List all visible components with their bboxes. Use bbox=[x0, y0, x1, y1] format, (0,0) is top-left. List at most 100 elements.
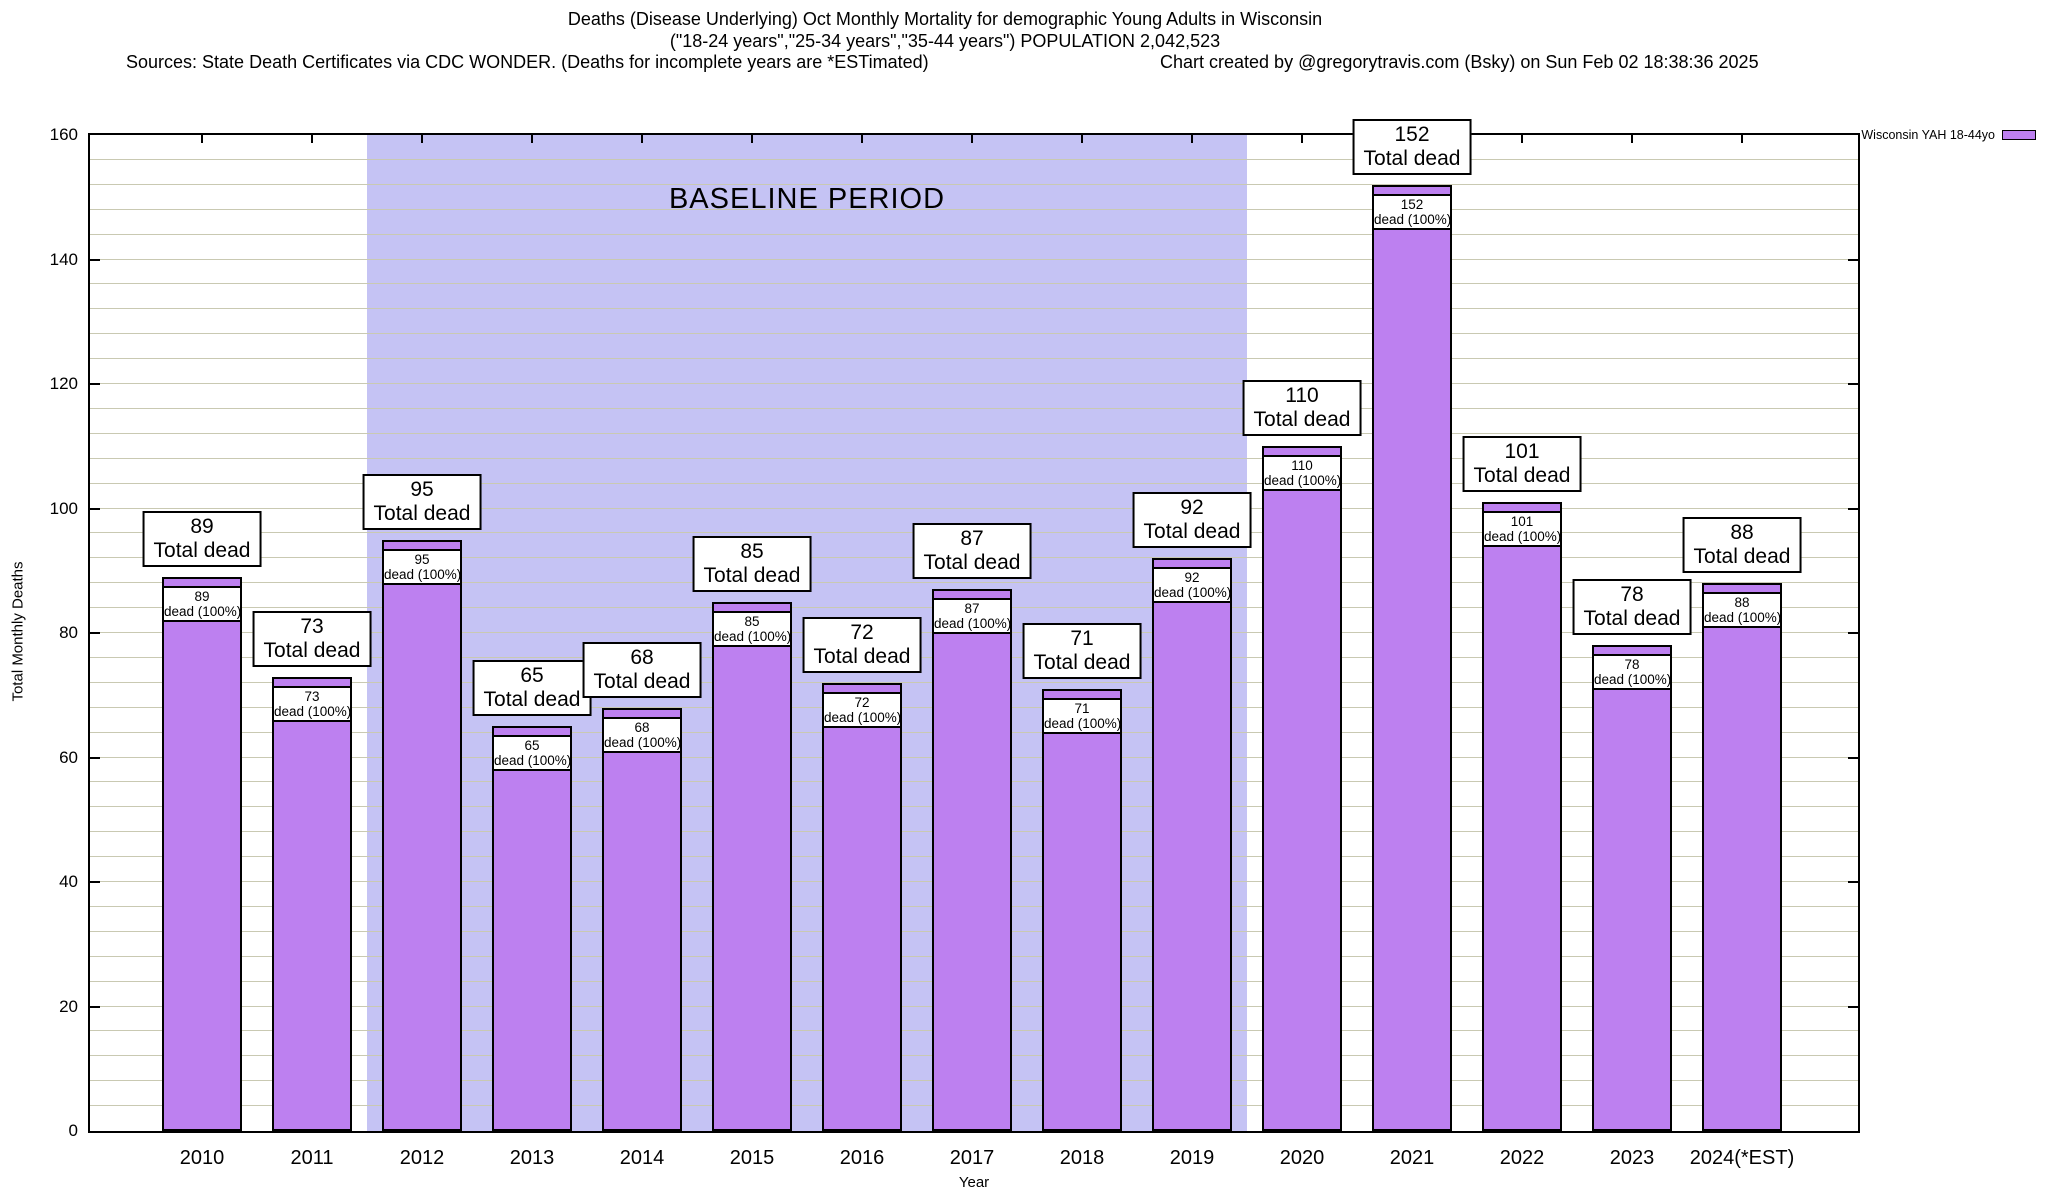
y-tick-label-40: 40 bbox=[59, 872, 78, 891]
x-tick bbox=[1081, 135, 1083, 143]
x-tick-label-2023: 2023 bbox=[1609, 1147, 1655, 1169]
bar-total-label: 78 Total dead bbox=[1572, 579, 1692, 635]
bar-2017: 87 dead (100%) bbox=[932, 589, 1012, 1131]
bar-2015: 85 dead (100%) bbox=[712, 602, 792, 1131]
gridline bbox=[90, 183, 1858, 185]
bar-2019: 92 dead (100%) bbox=[1152, 558, 1232, 1131]
bar-inner-label: 85 dead (100%) bbox=[712, 611, 792, 647]
bar-inner-value: 87 bbox=[964, 601, 980, 616]
bar-2014: 68 dead (100%) bbox=[602, 708, 682, 1131]
bar-inner-label: 72 dead (100%) bbox=[822, 692, 902, 728]
bar-total-label: 65 Total dead bbox=[472, 660, 592, 716]
bar-total-label: 101 Total dead bbox=[1462, 436, 1582, 492]
gridline bbox=[90, 308, 1858, 310]
bar-inner-value: 92 bbox=[1184, 570, 1200, 585]
bar-inner-value: 73 bbox=[304, 689, 320, 704]
bar-inner-label: 101 dead (100%) bbox=[1482, 511, 1562, 547]
x-tick bbox=[861, 135, 863, 143]
x-tick bbox=[311, 135, 313, 143]
bar-total-caption: Total dead bbox=[1693, 545, 1791, 568]
bar-total-value: 92 bbox=[1180, 496, 1204, 519]
y-tick-label-120: 120 bbox=[49, 374, 78, 393]
gridline bbox=[90, 208, 1858, 210]
bar-inner-label: 88 dead (100%) bbox=[1702, 592, 1782, 628]
bar-inner-label: 65 dead (100%) bbox=[492, 735, 572, 771]
x-tick-label-2010: 2010 bbox=[179, 1147, 225, 1169]
bar-total-value: 152 bbox=[1394, 123, 1430, 146]
x-tick-label-2024(*EST): 2024(*EST) bbox=[1689, 1147, 1795, 1169]
y-tick-label-60: 60 bbox=[59, 747, 78, 767]
bar-2013: 65 dead (100%) bbox=[492, 726, 572, 1131]
baseline-label: BASELINE PERIOD bbox=[668, 183, 946, 215]
bar-total-label: 95 Total dead bbox=[362, 474, 482, 530]
bar-total-caption: Total dead bbox=[593, 670, 691, 693]
x-tick bbox=[1191, 135, 1193, 143]
y-tick bbox=[1848, 1005, 1858, 1008]
bar-total-value: 68 bbox=[630, 646, 654, 669]
x-tick-label-2021: 2021 bbox=[1389, 1147, 1435, 1169]
x-tick-label-2014: 2014 bbox=[619, 1147, 665, 1169]
bar-inner-value: 68 bbox=[634, 720, 650, 735]
bar-total-caption: Total dead bbox=[1033, 651, 1131, 674]
bar-2012: 95 dead (100%) bbox=[382, 540, 462, 1131]
bar-total-caption: Total dead bbox=[263, 639, 361, 662]
bar-total-caption: Total dead bbox=[153, 539, 251, 562]
bar-inner-caption: dead (100%) bbox=[1044, 716, 1122, 731]
bar-inner-label: 95 dead (100%) bbox=[382, 549, 462, 585]
x-tick bbox=[751, 135, 753, 143]
bar-2020: 110 dead (100%) bbox=[1262, 446, 1342, 1131]
gridline bbox=[90, 507, 1858, 509]
gridline bbox=[90, 383, 1858, 384]
x-tick bbox=[1301, 135, 1303, 143]
credit-note: Chart created by @gregorytravis.com (Bsk… bbox=[1160, 52, 1759, 72]
bar-inner-caption: dead (100%) bbox=[1704, 610, 1782, 625]
bar-inner-caption: dead (100%) bbox=[164, 604, 242, 619]
x-tick-label-2017: 2017 bbox=[949, 1147, 995, 1169]
bar-total-value: 85 bbox=[740, 540, 764, 563]
x-axis-label: Year bbox=[958, 1174, 990, 1191]
x-tick bbox=[971, 135, 973, 143]
bar-total-label: 73 Total dead bbox=[252, 611, 372, 667]
bar-inner-label: 71 dead (100%) bbox=[1042, 698, 1122, 734]
bar-2021: 152 dead (100%) bbox=[1372, 185, 1452, 1131]
x-tick bbox=[201, 135, 203, 143]
y-tick-label-0: 0 bbox=[68, 1121, 78, 1140]
y-tick-label-160: 160 bbox=[49, 125, 78, 144]
bar-total-label: 92 Total dead bbox=[1132, 492, 1252, 548]
x-tick bbox=[1741, 135, 1743, 143]
legend: Wisconsin YAH 18-44yo bbox=[1861, 128, 2036, 142]
x-tick bbox=[1631, 135, 1633, 143]
bar-total-label: 87 Total dead bbox=[912, 523, 1032, 579]
bar-inner-label: 92 dead (100%) bbox=[1152, 567, 1232, 603]
bar-inner-caption: dead (100%) bbox=[494, 753, 572, 768]
bar-inner-value: 78 bbox=[1624, 657, 1640, 672]
y-tick bbox=[1848, 632, 1858, 634]
gridline bbox=[90, 333, 1858, 335]
bar-total-label: 152 Total dead bbox=[1352, 119, 1472, 175]
bar-total-label: 72 Total dead bbox=[802, 617, 922, 673]
bar-inner-value: 72 bbox=[854, 695, 870, 710]
bar-inner-caption: dead (100%) bbox=[384, 567, 462, 582]
x-tick-label-2022: 2022 bbox=[1499, 1147, 1545, 1169]
bar-total-value: 72 bbox=[850, 621, 874, 644]
y-tick bbox=[1848, 881, 1858, 883]
bar-total-caption: Total dead bbox=[923, 551, 1021, 574]
bar-2024(*EST): 88 dead (100%) bbox=[1702, 583, 1782, 1131]
x-tick-label-2011: 2011 bbox=[290, 1147, 334, 1169]
bar-2023: 78 dead (100%) bbox=[1592, 645, 1672, 1131]
gridline bbox=[90, 233, 1858, 235]
gridline bbox=[90, 258, 1858, 260]
gridline bbox=[90, 482, 1858, 484]
bar-inner-caption: dead (100%) bbox=[714, 629, 792, 644]
bar-inner-label: 152 dead (100%) bbox=[1372, 194, 1452, 230]
bar-total-value: 95 bbox=[410, 478, 434, 501]
bar-total-label: 71 Total dead bbox=[1022, 623, 1142, 679]
bar-total-caption: Total dead bbox=[1583, 607, 1681, 630]
bar-inner-value: 65 bbox=[524, 738, 540, 753]
bar-total-label: 68 Total dead bbox=[582, 642, 702, 698]
bar-total-value: 78 bbox=[1620, 583, 1644, 606]
sources-note: Sources: State Death Certificates via CD… bbox=[126, 52, 929, 72]
y-tick bbox=[90, 1005, 100, 1008]
bar-2022: 101 dead (100%) bbox=[1482, 502, 1562, 1131]
